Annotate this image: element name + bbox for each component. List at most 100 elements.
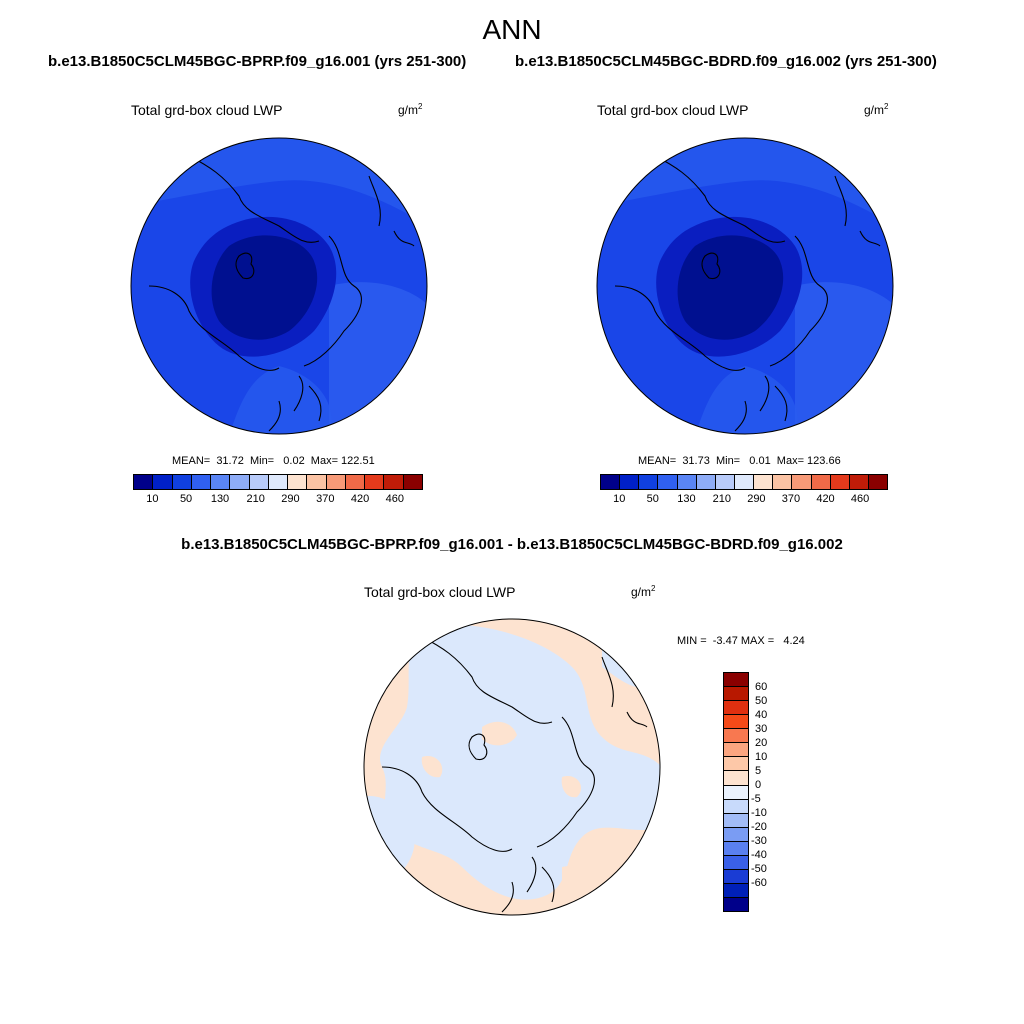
colorbar-diff-tick: 30 — [755, 723, 768, 735]
colorbar-diff-tick: -60 — [751, 877, 767, 889]
colorbar-swatch — [724, 771, 748, 786]
colorbar-swatch — [724, 715, 748, 730]
colorbar-swatch — [724, 898, 748, 912]
colorbar-diff: 60 50 40 30 20 10 5 0 -5 -10 -20 -30 -40… — [723, 672, 767, 912]
colorbar-diff-tick: 60 — [755, 681, 768, 693]
colorbar-left: 10 50 130 210 290 370 420 460 — [133, 474, 423, 506]
colorbar-swatch — [724, 757, 748, 772]
colorbar-swatch — [724, 883, 748, 898]
colorbar-swatch — [211, 475, 231, 489]
panel-right-stats: MEAN= 31.73 Min= 0.01 Max= 123.66 — [638, 455, 841, 467]
colorbar-tick-label: 420 — [350, 493, 370, 505]
colorbar-swatch — [724, 743, 748, 758]
diff-units: g/m2 — [631, 584, 656, 599]
colorbar-swatch — [724, 673, 748, 688]
colorbar-tick-label: 10 — [146, 493, 159, 505]
diff-variable: Total grd-box cloud LWP — [364, 584, 516, 600]
colorbar-swatch — [724, 799, 748, 814]
colorbar-swatch — [724, 729, 748, 744]
colorbar-swatch — [230, 475, 250, 489]
colorbar-swatch — [868, 475, 888, 489]
colorbar-diff-tick: 5 — [755, 765, 762, 777]
colorbar-swatch — [724, 785, 748, 800]
colorbar-swatch — [724, 841, 748, 856]
colorbar-swatch — [658, 475, 678, 489]
colorbar-diff-tick: -40 — [751, 849, 767, 861]
colorbar-tick-label: 10 — [613, 493, 626, 505]
colorbar-swatch — [601, 475, 621, 489]
colorbar-diff-tick: -10 — [751, 807, 767, 819]
colorbar-tick-label: 130 — [210, 493, 230, 505]
colorbar-tick-label: 460 — [385, 493, 405, 505]
colorbar-swatch — [849, 475, 869, 489]
colorbar-tick-label: 210 — [712, 493, 731, 505]
colorbar-swatch — [249, 475, 269, 489]
colorbar-swatch — [153, 475, 173, 489]
map-diff — [363, 618, 661, 916]
colorbar-diff-tick: 40 — [755, 709, 768, 721]
colorbar-tick-label: 420 — [816, 493, 835, 505]
colorbar-swatch — [773, 475, 793, 489]
panel-right-variable: Total grd-box cloud LWP — [597, 102, 749, 118]
colorbar-tick-label: 460 — [850, 493, 870, 505]
colorbar-swatch — [326, 475, 346, 489]
figure-title: ANN — [482, 14, 542, 45]
colorbar-diff-tick: 50 — [755, 695, 768, 707]
colorbar-tick-label: 290 — [281, 493, 300, 505]
colorbar-diff-tick: 10 — [755, 751, 768, 763]
colorbar-swatch — [134, 475, 154, 489]
colorbar-swatch — [724, 869, 748, 884]
colorbar-tick-label: 370 — [316, 493, 335, 505]
colorbar-swatch — [792, 475, 812, 489]
colorbar-diff-tick: -30 — [751, 835, 767, 847]
map-right — [596, 137, 894, 435]
panel-right-units: g/m2 — [864, 102, 889, 117]
colorbar-swatch — [268, 475, 289, 489]
colorbar-right: 10 50 130 210 290 370 420 460 — [600, 474, 888, 506]
colorbar-swatch — [403, 475, 422, 489]
colorbar-left-swatches — [133, 474, 423, 490]
colorbar-swatch — [724, 687, 748, 702]
colorbar-swatch — [288, 475, 308, 489]
colorbar-swatch — [384, 475, 404, 489]
colorbar-swatch — [639, 475, 659, 489]
case-title-left: b.e13.B1850C5CLM45BGC-BPRP.f09_g16.001 (… — [48, 53, 467, 70]
colorbar-diff-swatches — [723, 672, 749, 912]
colorbar-diff-tick: -50 — [751, 863, 767, 875]
colorbar-tick-label: 290 — [747, 493, 766, 505]
colorbar-swatch — [724, 813, 748, 828]
panel-left-stats: MEAN= 31.72 Min= 0.02 Max= 122.51 — [172, 455, 375, 467]
panel-left-units: g/m2 — [398, 102, 423, 117]
colorbar-swatch — [724, 855, 748, 870]
colorbar-swatch — [724, 701, 748, 716]
colorbar-tick-label: 130 — [677, 493, 696, 505]
colorbar-swatch — [811, 475, 831, 489]
colorbar-swatch — [172, 475, 192, 489]
colorbar-tick-label: 210 — [246, 493, 265, 505]
colorbar-swatch — [724, 827, 748, 842]
colorbar-diff-tick: 0 — [755, 779, 762, 791]
colorbar-diff-tick: -20 — [751, 821, 767, 833]
colorbar-swatch — [620, 475, 640, 489]
colorbar-diff-tick: 20 — [755, 737, 768, 749]
colorbar-diff-tick: -5 — [751, 793, 761, 805]
colorbar-swatch — [734, 475, 755, 489]
panel-left-variable: Total grd-box cloud LWP — [131, 102, 283, 118]
colorbar-swatch — [345, 475, 366, 489]
colorbar-tick-label: 50 — [646, 493, 659, 505]
colorbar-right-swatches — [600, 474, 888, 490]
colorbar-swatch — [715, 475, 735, 489]
map-left — [130, 137, 428, 435]
colorbar-swatch — [677, 475, 697, 489]
case-title-right: b.e13.B1850C5CLM45BGC-BDRD.f09_g16.002 (… — [515, 53, 937, 70]
colorbar-swatch — [307, 475, 327, 489]
colorbar-swatch — [830, 475, 850, 489]
colorbar-tick-label: 370 — [781, 493, 801, 505]
colorbar-swatch — [754, 475, 774, 489]
colorbar-swatch — [191, 475, 212, 489]
diff-title: b.e13.B1850C5CLM45BGC-BPRP.f09_g16.001 -… — [181, 536, 843, 553]
colorbar-swatch — [696, 475, 716, 489]
colorbar-tick-label: 50 — [179, 493, 193, 505]
diff-stats: MIN = -3.47 MAX = 4.24 — [677, 635, 805, 647]
colorbar-swatch — [365, 475, 385, 489]
